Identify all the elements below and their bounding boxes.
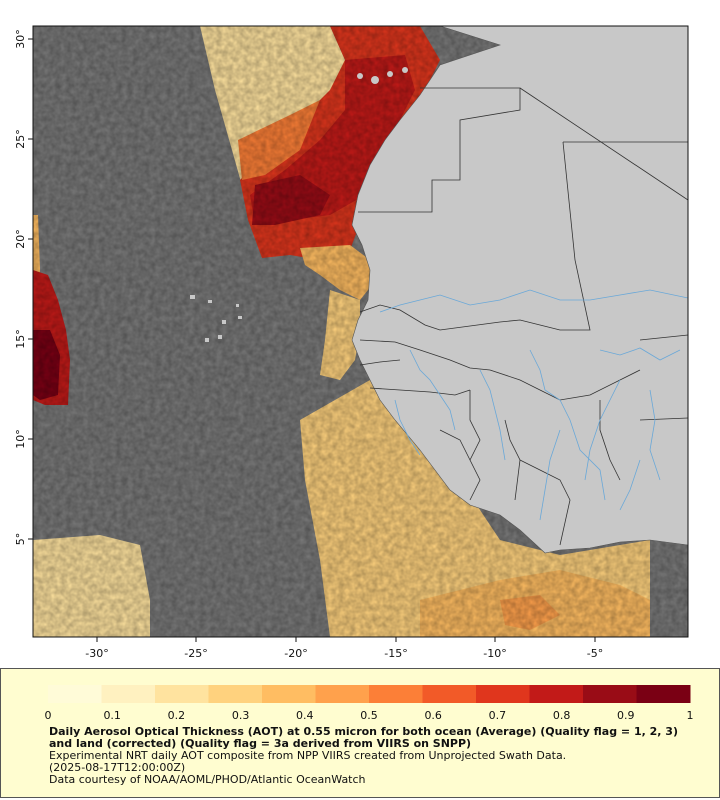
colorbar-tick-label: 0.9 [617, 709, 635, 722]
lat-tick-label: 20° [14, 229, 27, 249]
colorbar-tick-label: 0.7 [489, 709, 507, 722]
latitude-axis [28, 38, 33, 540]
lon-tick-label: -15° [384, 647, 407, 660]
lon-tick-label: -10° [483, 647, 506, 660]
lon-tick-label: -30° [85, 647, 108, 660]
colorbar-tick-label: 0.4 [296, 709, 314, 722]
caption-credit: Data courtesy of NOAA/AOML/PHOD/Atlantic… [49, 773, 366, 786]
colorbar-swatch [583, 685, 637, 703]
canary-islands [357, 67, 408, 84]
lat-tick-label: 10° [14, 429, 27, 449]
colorbar-labels: 0 0.1 0.2 0.3 0.4 0.5 0.6 0.7 0.8 0.9 1 [45, 709, 694, 722]
lat-tick-label: 30° [14, 29, 27, 49]
lat-tick-label: 25° [14, 129, 27, 149]
colorbar-tick-label: 0.2 [168, 709, 186, 722]
colorbar-tick-label: 0 [45, 709, 52, 722]
colorbar-swatches [48, 685, 691, 703]
lon-tick-label: -20° [284, 647, 307, 660]
colorbar-swatch [422, 685, 477, 703]
colorbar-swatch [529, 685, 584, 703]
caption: Daily Aerosol Optical Thickness (AOT) at… [49, 726, 689, 786]
longitude-axis [96, 637, 596, 642]
colorbar-swatch [369, 685, 423, 703]
rivers [379, 289, 688, 521]
colorbar-tick-label: 0.3 [232, 709, 250, 722]
lat-tick-label: 15° [14, 329, 27, 349]
colorbar-swatch [208, 685, 263, 703]
colorbar-swatch [48, 685, 102, 703]
caption-line: Experimental NRT daily AOT composite fro… [49, 749, 567, 762]
aot-map: 30° 25° 20° 15° 10° 5° -30° -25° -20° -1… [14, 25, 689, 660]
colorbar-swatch [262, 685, 316, 703]
colorbar-swatch [101, 685, 156, 703]
colorbar-tick-label: 1 [687, 709, 694, 722]
colorbar-swatch [636, 685, 691, 703]
colorbar: 0 0.1 0.2 0.3 0.4 0.5 0.6 0.7 0.8 0.9 1 [45, 685, 694, 722]
lon-tick-label: -25° [184, 647, 207, 660]
colorbar-swatch [476, 685, 530, 703]
colorbar-tick-label: 0.6 [424, 709, 442, 722]
lon-tick-label: -5° [587, 647, 603, 660]
caption-title: Daily Aerosol Optical Thickness (AOT) at… [49, 725, 678, 750]
colorbar-tick-label: 0.5 [360, 709, 378, 722]
cape-verde-islands [190, 295, 242, 342]
legend-panel: 0 0.1 0.2 0.3 0.4 0.5 0.6 0.7 0.8 0.9 1 Daily Aero… [0, 668, 720, 798]
colorbar-tick-label: 0.8 [553, 709, 571, 722]
land-africa [351, 26, 688, 554]
colorbar-swatch [315, 685, 370, 703]
country-borders [358, 87, 688, 546]
caption-date: (2025-08-17T12:00:00Z) [49, 761, 186, 774]
colorbar-tick-label: 0.1 [103, 709, 121, 722]
map-frame [32, 25, 689, 638]
colorbar-swatch [155, 685, 209, 703]
lat-tick-label: 5° [14, 533, 27, 546]
